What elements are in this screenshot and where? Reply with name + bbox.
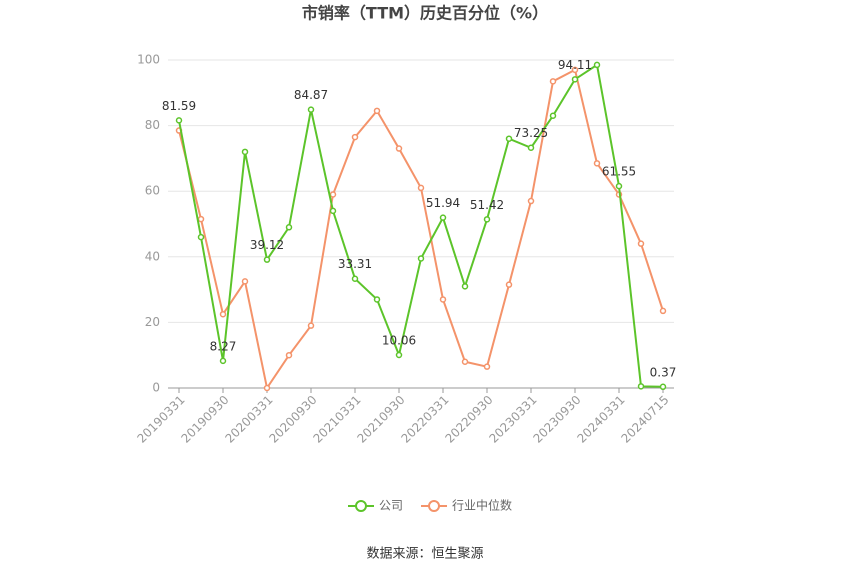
point bbox=[659, 307, 667, 315]
point bbox=[593, 160, 601, 167]
point bbox=[175, 117, 183, 124]
data-label: 33.31 bbox=[338, 257, 372, 271]
y-tick-label: 20 bbox=[145, 315, 160, 329]
point bbox=[549, 78, 557, 85]
point bbox=[197, 215, 205, 223]
point bbox=[527, 144, 535, 151]
point bbox=[505, 281, 513, 288]
point bbox=[373, 296, 381, 303]
point bbox=[549, 112, 557, 120]
point bbox=[285, 351, 293, 359]
point bbox=[659, 383, 667, 391]
legend-marker bbox=[428, 500, 441, 512]
point bbox=[637, 383, 645, 390]
data-label: 84.87 bbox=[294, 88, 328, 102]
legend-label: 公司 bbox=[379, 499, 403, 513]
point bbox=[461, 358, 469, 366]
series-line bbox=[178, 63, 664, 388]
point bbox=[417, 184, 425, 192]
data-label: 8.27 bbox=[210, 339, 237, 353]
data-label: 51.42 bbox=[470, 198, 504, 212]
point bbox=[329, 191, 337, 198]
chart-title: 市销率（TTM）历史百分位（%） bbox=[302, 4, 548, 23]
point bbox=[241, 278, 249, 285]
data-label: 73.25 bbox=[514, 126, 548, 140]
point bbox=[571, 76, 579, 83]
point bbox=[197, 233, 205, 241]
point bbox=[351, 275, 359, 282]
point bbox=[571, 66, 579, 74]
point bbox=[483, 363, 491, 370]
point bbox=[483, 216, 491, 223]
y-tick-label: 40 bbox=[145, 249, 160, 263]
point bbox=[461, 283, 469, 290]
point bbox=[307, 106, 315, 113]
point bbox=[329, 207, 337, 215]
point bbox=[593, 61, 601, 69]
point bbox=[263, 384, 271, 392]
point bbox=[505, 135, 513, 142]
point bbox=[395, 351, 403, 359]
point bbox=[527, 197, 535, 205]
point bbox=[417, 255, 425, 262]
y-tick-label: 60 bbox=[145, 184, 160, 198]
series-line bbox=[178, 68, 664, 391]
point bbox=[219, 357, 227, 365]
data-label: 61.55 bbox=[602, 165, 636, 179]
point bbox=[395, 145, 403, 152]
y-tick-label: 100 bbox=[137, 53, 160, 67]
y-tick-label: 0 bbox=[152, 381, 160, 395]
data-label: 0.37 bbox=[650, 365, 677, 379]
y-tick-label: 80 bbox=[145, 118, 160, 132]
point bbox=[351, 133, 359, 141]
point bbox=[637, 240, 645, 247]
legend-label: 行业中位数 bbox=[452, 498, 512, 513]
point bbox=[439, 214, 447, 221]
point bbox=[263, 256, 271, 263]
point bbox=[241, 148, 249, 156]
data-label: 10.06 bbox=[382, 334, 416, 348]
point bbox=[439, 296, 447, 303]
x-tick-label: 20240715 bbox=[619, 393, 672, 446]
data-label: 39.12 bbox=[250, 238, 284, 252]
point bbox=[615, 182, 623, 190]
source: 数据来源：恒生聚源 bbox=[366, 547, 483, 562]
point bbox=[219, 310, 227, 318]
data-label: 94.11 bbox=[558, 58, 592, 72]
point bbox=[285, 224, 293, 231]
data-label: 81.59 bbox=[162, 99, 196, 113]
point bbox=[307, 322, 315, 329]
data-label: 51.94 bbox=[426, 196, 460, 210]
legend-marker bbox=[355, 500, 367, 512]
point bbox=[373, 107, 381, 115]
